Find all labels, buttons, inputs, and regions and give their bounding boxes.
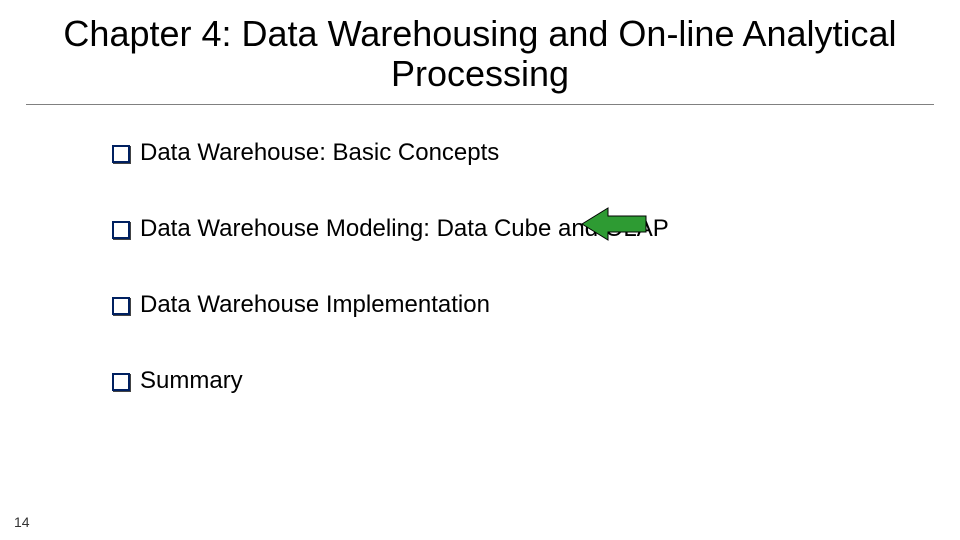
- square-bullet-icon: [112, 221, 130, 239]
- slide-title: Chapter 4: Data Warehousing and On-line …: [0, 14, 960, 95]
- bullet-item: Data Warehouse Implementation: [112, 290, 872, 320]
- square-bullet-icon: [112, 297, 130, 315]
- bullet-item: Data Warehouse Modeling: Data Cube and O…: [112, 214, 872, 244]
- bullet-text: Data Warehouse: Basic Concepts: [140, 138, 499, 168]
- square-bullet-icon: [112, 373, 130, 391]
- title-rule: [26, 104, 934, 105]
- square-bullet-icon: [112, 145, 130, 163]
- bullet-item: Data Warehouse: Basic Concepts: [112, 138, 872, 168]
- bullet-item: Summary: [112, 366, 872, 396]
- bullet-text: Summary: [140, 366, 243, 396]
- bullet-text: Data Warehouse Implementation: [140, 290, 490, 320]
- bullet-list: Data Warehouse: Basic Concepts Data Ware…: [112, 138, 872, 442]
- page-number: 14: [14, 514, 30, 530]
- arrow-left-icon: [582, 208, 646, 240]
- highlight-arrow-icon: [580, 204, 650, 244]
